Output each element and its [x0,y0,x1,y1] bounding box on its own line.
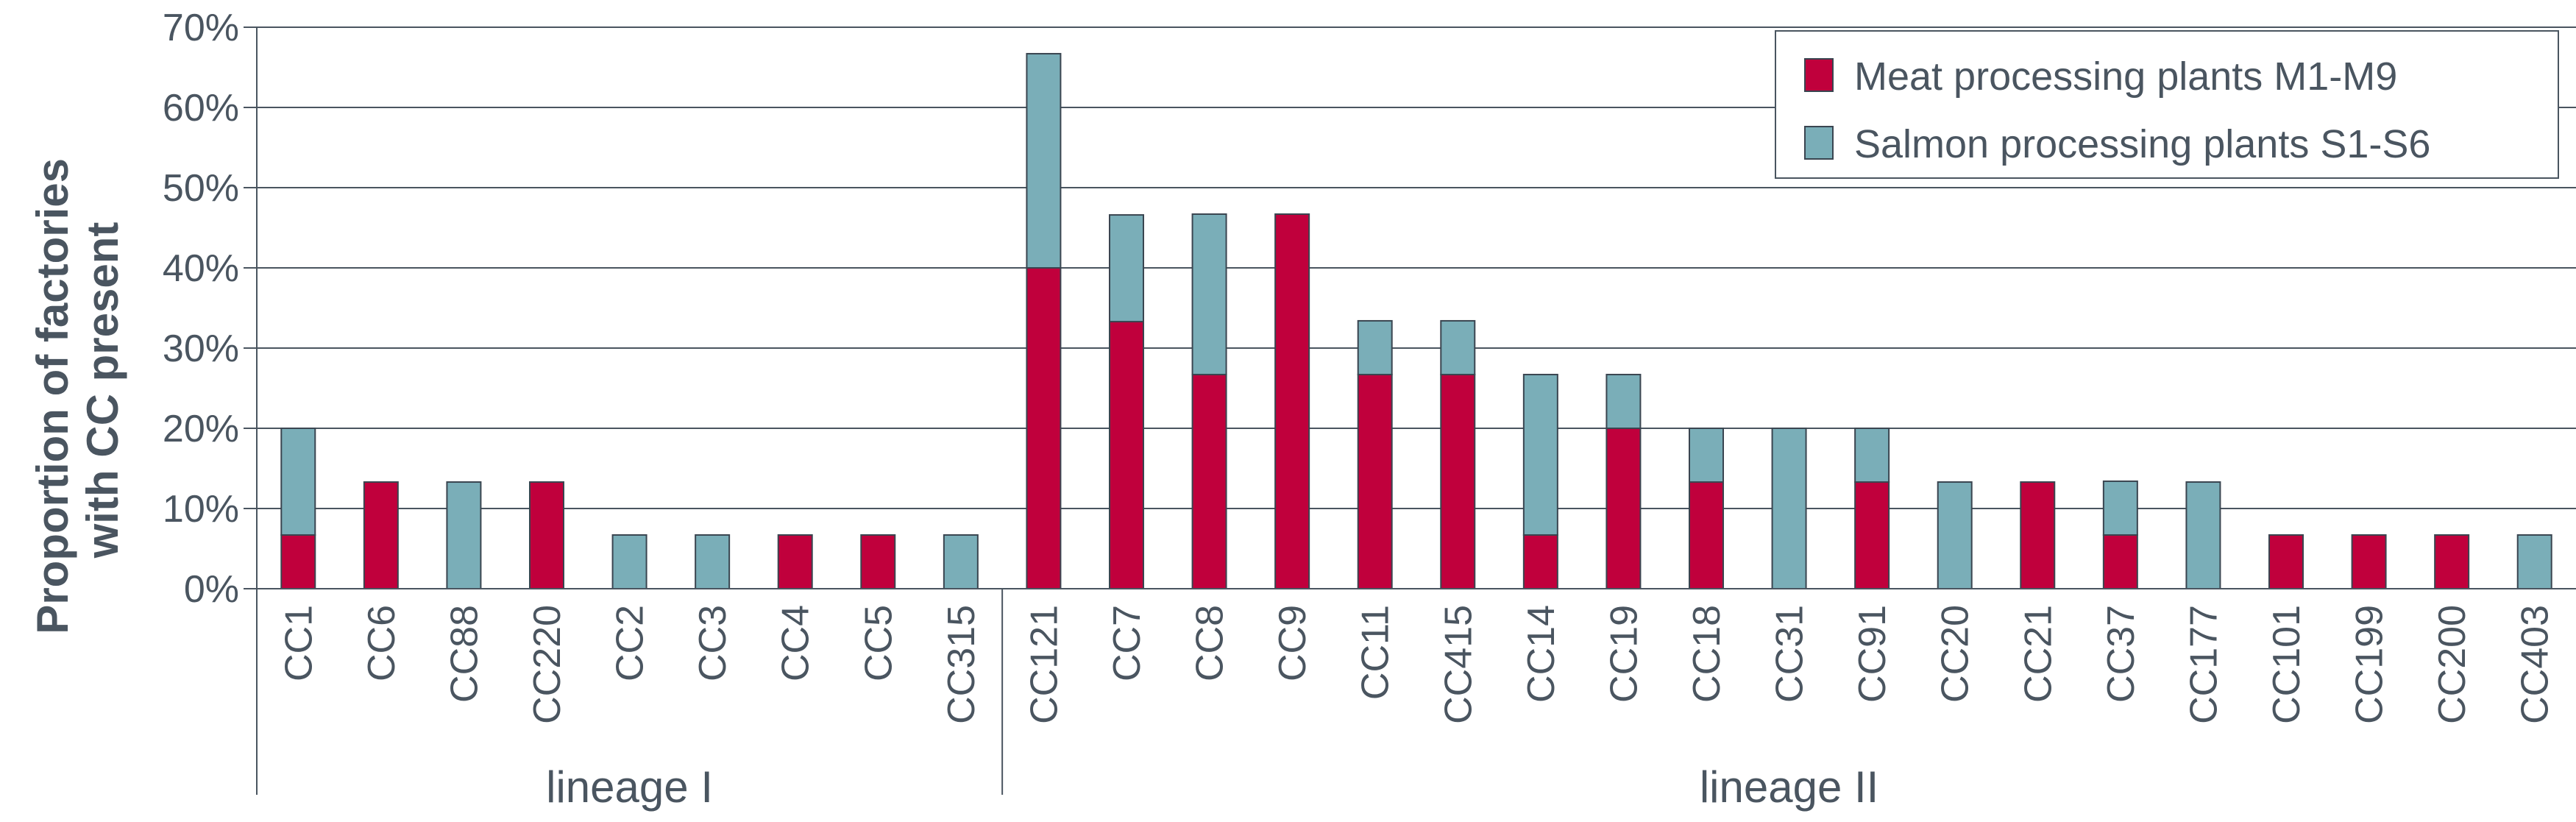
bar-meat [2434,534,2470,589]
y-tick-label: 50% [163,167,239,210]
x-tick-label: CC5 [857,605,900,681]
bar-meat [2268,534,2304,589]
bar-salmon [1440,319,1476,375]
bar-meat [1109,321,1144,589]
bars [280,52,2552,590]
bar-salmon [1605,373,1642,429]
y-axis-label-line-1: Proportion of factories [28,158,77,634]
y-axis-label-line-2: with CC present [78,222,127,559]
bar-meat [1191,373,1227,589]
legend: Meat processing plants M1-M9 Salmon proc… [1775,30,2559,179]
bar-salmon [611,534,647,589]
bar-meat [2020,481,2056,590]
bar-meat [1026,267,1062,589]
x-tick-label: CC14 [1520,605,1563,703]
x-tick-label: CC3 [692,605,734,681]
bar-meat [1689,481,1724,590]
x-tick-label: CC6 [361,605,403,681]
legend-label-salmon: Salmon processing plants S1-S6 [1854,122,2430,166]
legend-box [1775,30,2559,179]
bar-salmon [1689,428,1724,483]
y-tick-label: 70% [163,7,239,49]
x-tick-label: CC20 [1934,605,1977,703]
x-tick-label: CC18 [1686,605,1728,703]
lineage-groups: lineage I lineage II [256,589,1879,812]
bar-salmon [1522,373,1558,536]
axes [256,27,2576,589]
bar-salmon [280,428,316,536]
bar-salmon [2102,480,2138,536]
x-tick-label: CC7 [1106,605,1149,681]
x-axis-ticks: CC1 CC6 CC88 CC220 CC2 CC3 CC4 CC5 CC315 CC121 CC7… [277,605,2556,724]
legend-swatch-meat [1804,58,1834,92]
x-tick-label: CC2 [609,605,652,681]
x-tick-label: CC415 [1437,605,1480,724]
bar-salmon [1854,428,1890,483]
x-tick-label: CC220 [526,605,569,724]
x-tick-label: CC199 [2349,605,2391,724]
grid-lines [257,26,2576,509]
y-tick-label: 60% [163,87,239,130]
bar-salmon [695,534,731,589]
bar-salmon [1771,428,1807,589]
x-tick-label: CC9 [1271,605,1314,681]
x-tick-label: CC1 [277,605,320,681]
bar-salmon [2185,481,2221,590]
bar-meat [1854,481,1890,590]
bar-salmon [446,481,482,590]
legend-label-meat: Meat processing plants M1-M9 [1854,54,2397,99]
x-tick-label: CC8 [1189,605,1232,681]
bar-salmon [1026,52,1062,269]
x-tick-label: CC121 [1023,605,1065,724]
group-label: lineage II [1700,762,1879,812]
x-tick-label: CC4 [775,605,817,681]
x-tick-label: CC88 [443,605,486,703]
y-axis-label: Proportion of factories with CC present [28,146,127,634]
x-tick-label: CC315 [940,605,983,724]
bar-meat [1274,213,1310,589]
x-tick-label: CC19 [1603,605,1645,703]
x-tick-label: CC31 [1769,605,1812,703]
bar-salmon [943,534,979,589]
bar-meat [1440,373,1476,589]
y-tick-label: 30% [163,327,239,370]
bar-meat [280,534,316,589]
y-tick-label: 0% [184,568,239,611]
bar-salmon [1109,214,1144,323]
bar-salmon [2516,534,2552,589]
x-tick-label: CC21 [2017,605,2059,703]
x-tick-label: CC37 [2100,605,2143,703]
y-tick-label: 40% [163,247,239,290]
y-axis-ticks: 0% 10% 20% 30% 40% 50% 60% 70% [163,7,257,611]
bar-meat [860,534,896,589]
x-tick-label: CC177 [2182,605,2225,724]
bar-meat [529,481,564,590]
y-tick-label: 10% [163,488,239,531]
x-tick-label: CC200 [2431,605,2474,724]
bar-meat [1522,534,1558,589]
x-tick-label: CC11 [1355,605,1397,700]
x-tick-label: CC91 [1851,605,1894,703]
bar-salmon [1191,213,1227,375]
bar-meat [2351,534,2387,589]
group-label: lineage I [546,762,713,812]
x-tick-label: CC403 [2514,605,2557,724]
bar-meat [1357,373,1393,589]
bar-meat [1605,428,1642,589]
x-tick-label: CC101 [2265,605,2308,724]
legend-swatch-salmon [1804,126,1834,160]
bar-meat [363,481,399,590]
bar-salmon [1937,481,1973,590]
y-tick-label: 20% [163,408,239,450]
bar-salmon [1357,319,1393,375]
bar-meat [2102,534,2138,589]
bar-meat [777,534,813,589]
